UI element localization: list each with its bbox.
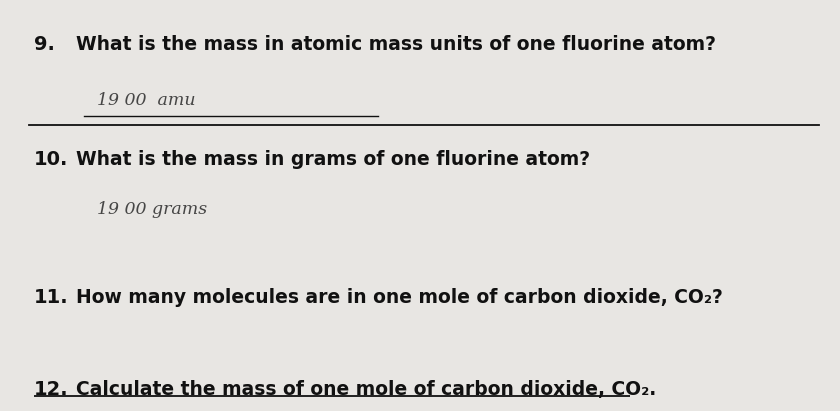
Text: How many molecules are in one mole of carbon dioxide, CO₂?: How many molecules are in one mole of ca… xyxy=(76,288,722,307)
Text: Calculate the mass of one mole of carbon dioxide, CO₂.: Calculate the mass of one mole of carbon… xyxy=(76,380,656,399)
Text: 11.: 11. xyxy=(34,288,68,307)
Text: 19 00 grams: 19 00 grams xyxy=(97,201,207,218)
Text: 19 00  amu: 19 00 amu xyxy=(97,92,195,109)
Text: 12.: 12. xyxy=(34,380,68,399)
Text: 9.: 9. xyxy=(34,35,55,54)
Text: What is the mass in grams of one fluorine atom?: What is the mass in grams of one fluorin… xyxy=(76,150,590,169)
Text: 10.: 10. xyxy=(34,150,68,169)
Text: What is the mass in atomic mass units of one fluorine atom?: What is the mass in atomic mass units of… xyxy=(76,35,716,54)
